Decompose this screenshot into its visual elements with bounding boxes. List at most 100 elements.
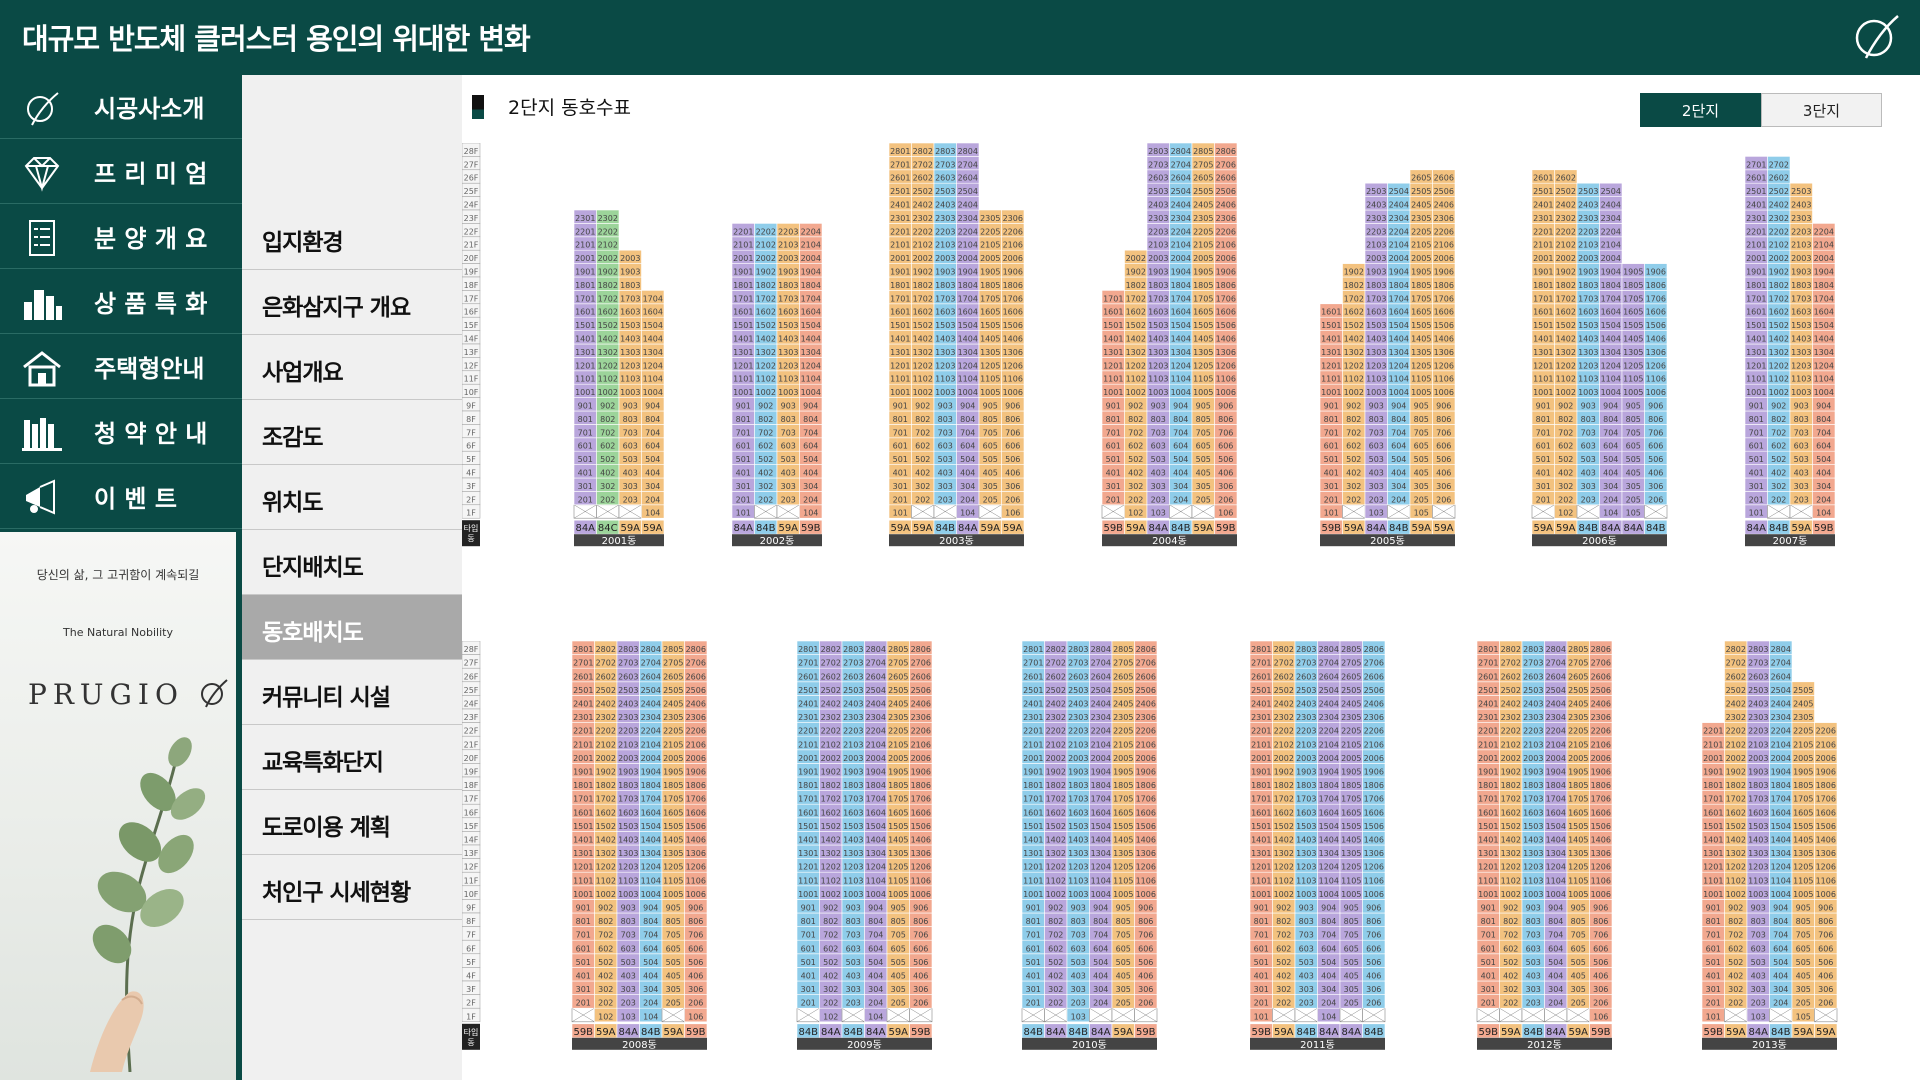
unit-number: 506: [1818, 958, 1833, 967]
unit-number: 1502: [756, 321, 776, 330]
unit-number: 1302: [821, 849, 841, 858]
unit-number: 301: [1026, 985, 1041, 994]
unit-number: 2106: [1003, 241, 1023, 250]
type-code: 84A: [1046, 1027, 1066, 1038]
unit-number: 203: [846, 999, 861, 1008]
unit-number: 606: [1218, 442, 1233, 451]
nav-item-product[interactable]: 상 품 특 화: [0, 270, 242, 334]
unit-number: 702: [598, 931, 613, 940]
nav-item-subscription[interactable]: 청 약 안 내: [0, 400, 242, 464]
prugio-leaf-logo-icon[interactable]: [1852, 12, 1902, 62]
subnav-item-birdseye[interactable]: 조감도: [242, 400, 462, 465]
unit-number: 1303: [1366, 348, 1386, 357]
unit-number: 2804: [958, 147, 978, 156]
type-code: 59A: [890, 523, 910, 534]
unit-number: 2003: [1523, 754, 1543, 763]
unit-number: 1701: [1478, 795, 1498, 804]
unit-number: 2805: [663, 645, 683, 654]
unit-number: 302: [598, 985, 613, 994]
unit-number: 2703: [843, 659, 863, 668]
unit-number: 1502: [1556, 321, 1576, 330]
unit-number: 201: [576, 999, 591, 1008]
subnav-item-map[interactable]: 위치도: [242, 465, 462, 530]
unit-number: 2005: [1193, 254, 1213, 263]
unit-number: 301: [736, 482, 751, 491]
unit-number: 404: [645, 469, 660, 478]
unit-number: 1005: [888, 890, 908, 899]
subnav-item-site-plan[interactable]: 단지배치도: [242, 530, 462, 595]
unit-number: 703: [623, 428, 638, 437]
unit-number: 1402: [1126, 335, 1146, 344]
nav-item-event[interactable]: 이 벤 트: [0, 465, 242, 529]
subnav-item-unit-plan[interactable]: 동호배치도: [242, 595, 462, 660]
unit-number: 1003: [1148, 388, 1168, 397]
nav-item-overview[interactable]: 분 양 개 요: [0, 205, 242, 269]
piloti-cross: [618, 504, 642, 519]
unit-number: 503: [1071, 958, 1086, 967]
unit-number: 2002: [1126, 254, 1146, 263]
unit-number: 1205: [1568, 863, 1588, 872]
unit-number: 1804: [958, 281, 978, 290]
unit-number: 1406: [911, 836, 931, 845]
document-list-icon: [29, 220, 55, 256]
unit-number: 1606: [1136, 808, 1156, 817]
subnav-item-location[interactable]: 입지환경: [242, 205, 462, 270]
unit-number: 1103: [1296, 876, 1316, 885]
subnav-item-district[interactable]: 은화삼지구 개요: [242, 270, 462, 335]
unit-number: 1101: [1023, 876, 1043, 885]
unit-number: 2604: [1771, 672, 1791, 681]
unit-number: 1504: [1389, 321, 1409, 330]
unit-number: 1003: [1748, 890, 1768, 899]
subnav-item-project[interactable]: 사업개요: [242, 335, 462, 400]
unit-number: 2203: [935, 227, 955, 236]
unit-number: 301: [1106, 482, 1121, 491]
subnav-item-price[interactable]: 처인구 시세현황: [242, 855, 462, 920]
unit-number: 2104: [1091, 740, 1111, 749]
unit-number: 2601: [1478, 672, 1498, 681]
unit-number: 804: [1321, 917, 1336, 926]
nav-item-housing-type[interactable]: 주택형안내: [0, 335, 242, 399]
tab-complex-2[interactable]: 2단지: [1640, 93, 1761, 127]
unit-number: 2604: [1091, 672, 1111, 681]
piloti-cross: [911, 504, 935, 519]
unit-number: 806: [1648, 415, 1663, 424]
nav-item-premium[interactable]: 프 리 미 엄: [0, 140, 242, 204]
unit-number: 1104: [1601, 375, 1621, 384]
unit-number: 903: [938, 402, 953, 411]
unit-number: 2306: [1136, 713, 1156, 722]
unit-number: 502: [600, 455, 615, 464]
unit-number: 603: [1581, 442, 1596, 451]
unit-number: 2604: [1171, 174, 1191, 183]
type-code: 84B: [1023, 1027, 1043, 1038]
subnav-item-education[interactable]: 교육특화단지: [242, 725, 462, 790]
tab-complex-3[interactable]: 3단지: [1761, 93, 1882, 127]
type-code: 84A: [733, 523, 753, 534]
unit-number: 1202: [756, 361, 776, 370]
unit-number: 1506: [1136, 822, 1156, 831]
unit-number: 2002: [596, 754, 616, 763]
unit-number: 601: [1536, 442, 1551, 451]
unit-number: 106: [1005, 509, 1020, 518]
unit-number: 201: [1536, 495, 1551, 504]
unit-number: 1304: [641, 849, 661, 858]
subnav-item-community[interactable]: 커뮤니티 시설: [242, 660, 462, 725]
unit-number: 1103: [935, 375, 955, 384]
unit-number: 805: [666, 917, 681, 926]
subnav-item-road[interactable]: 도로이용 계획: [242, 790, 462, 855]
unit-number: 1003: [1366, 388, 1386, 397]
unit-number: 1906: [1136, 768, 1156, 777]
unit-number: 2603: [1523, 672, 1543, 681]
unit-number: 1403: [1296, 836, 1316, 845]
type-code: 59A: [1003, 523, 1023, 534]
unit-number: 2403: [1748, 700, 1768, 709]
unit-number: 902: [1346, 402, 1361, 411]
unit-number: 1106: [1136, 876, 1156, 885]
unit-number: 1906: [911, 768, 931, 777]
unit-number: 2701: [1478, 659, 1498, 668]
unit-number: 1804: [1601, 281, 1621, 290]
nav-item-company[interactable]: 시공사소개: [0, 75, 242, 139]
unit-number: 1701: [575, 294, 595, 303]
unit-number: 1701: [1533, 294, 1553, 303]
unit-number: 2405: [1411, 201, 1431, 210]
unit-number: 702: [1128, 428, 1143, 437]
